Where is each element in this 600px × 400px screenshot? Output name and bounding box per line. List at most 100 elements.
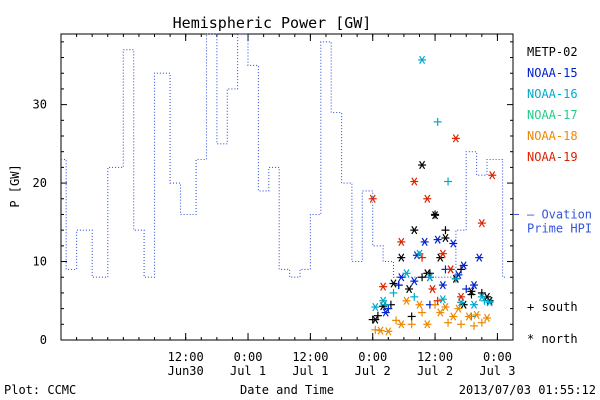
north-point (438, 249, 447, 258)
north-point (397, 253, 406, 262)
south-point (407, 312, 416, 321)
north-point (477, 292, 486, 301)
north-point (381, 308, 390, 317)
north-point (415, 300, 424, 309)
north-point (402, 269, 411, 278)
x-axis-label: Date and Time (240, 383, 334, 397)
north-point (423, 194, 432, 203)
south-point (470, 321, 479, 330)
south-point (480, 296, 489, 305)
north-point (410, 226, 419, 235)
x-tick-label-time: 12:00 (417, 350, 453, 364)
north-point (405, 284, 414, 294)
north-point (477, 218, 486, 228)
north-point (423, 320, 432, 329)
x-tick-label-time: 12:00 (292, 350, 328, 364)
legend-south: + south (527, 300, 578, 314)
ovation-line (61, 33, 505, 278)
south-point (444, 177, 453, 186)
south-point (407, 320, 416, 329)
south-point (457, 265, 466, 274)
north-point (389, 279, 398, 288)
south-point (477, 318, 486, 327)
north-point (420, 237, 429, 247)
north-point (433, 235, 442, 244)
north-point (368, 194, 377, 203)
south-point (371, 325, 380, 334)
plot-credit: Plot: CCMC (4, 383, 76, 397)
x-tick-label-date: Jul 1 (292, 364, 328, 378)
legend-north: * north (527, 332, 578, 346)
south-point (373, 311, 382, 320)
south-point (457, 320, 466, 329)
south-point (418, 308, 427, 317)
south-point (389, 288, 398, 297)
north-point (470, 300, 479, 309)
north-point (397, 237, 406, 247)
south-point (441, 226, 450, 235)
y-tick-label: 30 (33, 98, 47, 112)
south-point (433, 117, 442, 126)
x-tick-label-time: 0:00 (358, 350, 387, 364)
north-point (376, 326, 385, 335)
legend-entry: NOAA-19 (527, 150, 578, 164)
south-point (451, 274, 460, 283)
north-point (425, 273, 434, 282)
north-point (397, 320, 406, 329)
legend-entry: NOAA-18 (527, 129, 578, 143)
y-axis-label: P [GW] (8, 164, 22, 207)
north-point (418, 55, 427, 65)
legend-entry: METP-02 (527, 45, 578, 59)
south-point (477, 288, 486, 297)
south-point (444, 318, 453, 327)
north-point (436, 308, 445, 317)
north-point (449, 312, 458, 321)
north-point (384, 327, 393, 336)
south-point (418, 273, 427, 282)
north-point (441, 302, 450, 312)
north-point (438, 280, 447, 290)
north-point (457, 292, 466, 301)
x-tick-label-date: Jun30 (168, 364, 204, 378)
x-tick-label-time: 0:00 (234, 350, 263, 364)
legend: METP-02 NOAA-15 NOAA-16 NOAA-17 NOAA-18 NOAA-… (527, 45, 578, 346)
plot-frame (60, 33, 514, 341)
north-point (451, 134, 460, 143)
x-tick-label-time: 0:00 (483, 350, 512, 364)
north-point (483, 313, 492, 323)
north-point (371, 302, 380, 312)
x-tick-label-date: Jul 2 (417, 364, 453, 378)
x-tick-label-date: Jul 3 (479, 364, 515, 378)
legend-entry: NOAA-16 (527, 87, 578, 101)
south-point (418, 253, 427, 262)
north-point (441, 233, 450, 243)
south-point (394, 281, 403, 290)
satellite-points (368, 55, 497, 336)
north-point (410, 177, 419, 186)
x-tick-label-date: Jul 2 (355, 364, 391, 378)
north-point (472, 310, 481, 320)
north-point (446, 265, 455, 274)
south-point (433, 296, 442, 305)
north-point (397, 273, 406, 282)
north-point (431, 211, 440, 220)
x-tick-label-time: 12:00 (168, 350, 204, 364)
south-point (392, 316, 401, 325)
north-point (379, 282, 388, 291)
south-point (381, 300, 390, 309)
y-tick-label: 20 (33, 176, 47, 190)
north-point (428, 284, 437, 294)
ovation-label-line1: – Ovation (527, 207, 592, 221)
ovation-label-line2: Prime HPI (527, 221, 592, 235)
north-point (371, 315, 380, 324)
north-point (379, 296, 388, 305)
north-point (488, 171, 497, 180)
y-tick-label: 10 (33, 255, 47, 269)
north-point (402, 296, 411, 305)
north-point (438, 295, 447, 304)
north-point (485, 298, 494, 307)
y-axis: 0 10 20 30 (33, 41, 513, 347)
x-tick-label-date: Jul 1 (230, 364, 266, 378)
